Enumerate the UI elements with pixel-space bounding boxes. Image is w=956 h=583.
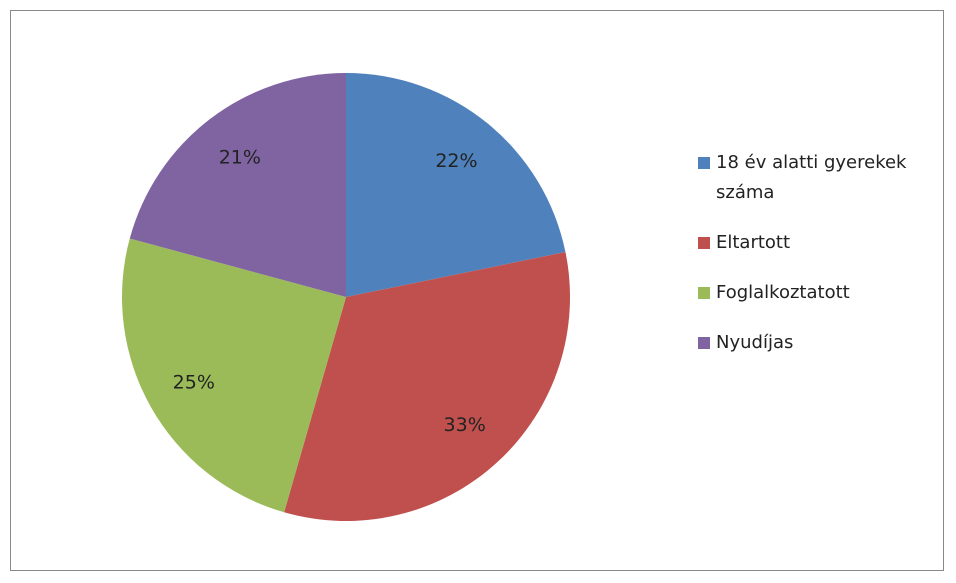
data-label: 33%	[444, 414, 486, 436]
pie-slice	[346, 73, 566, 297]
legend-item: Nyudíjas	[698, 328, 948, 358]
legend-item: 18 év alatti gyerekek száma	[698, 148, 948, 208]
pie-slice	[284, 252, 570, 522]
legend-label: 18 év alatti gyerekek száma	[716, 152, 907, 203]
data-label: 22%	[435, 150, 477, 172]
data-label: 25%	[173, 371, 215, 393]
legend-swatch	[698, 237, 710, 249]
legend-swatch	[698, 287, 710, 299]
legend-swatch	[698, 157, 710, 169]
data-label: 21%	[219, 147, 261, 169]
legend-label: Foglalkoztatott	[716, 282, 850, 303]
legend-item: Eltartott	[698, 228, 948, 258]
legend: 18 év alatti gyerekek száma Eltartott Fogl…	[698, 148, 948, 378]
legend-item: Foglalkoztatott	[698, 278, 948, 308]
legend-label: Eltartott	[716, 232, 791, 253]
legend-label: Nyudíjas	[716, 332, 794, 353]
legend-swatch	[698, 337, 710, 349]
pie-slice	[121, 238, 346, 513]
chart-frame	[10, 10, 944, 571]
pie-slice	[129, 73, 346, 297]
